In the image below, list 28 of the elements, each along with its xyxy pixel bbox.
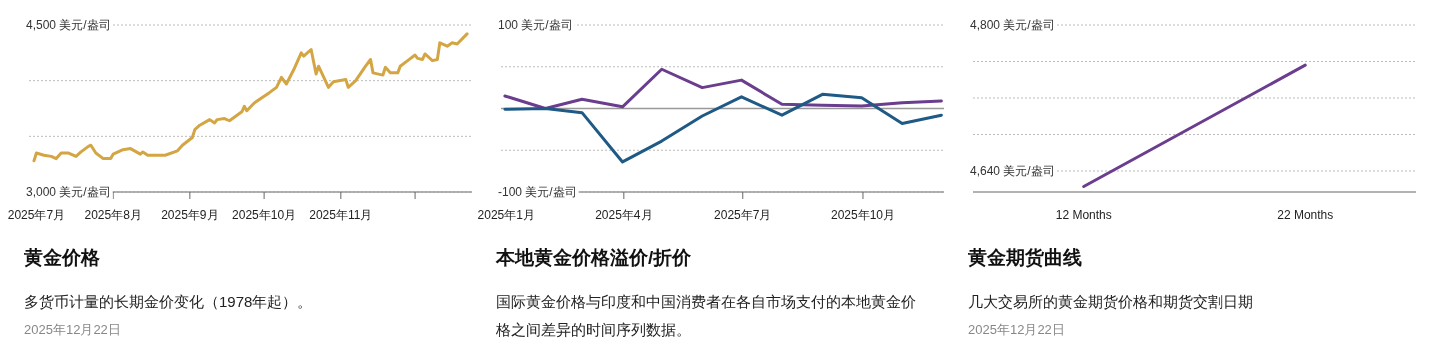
text: 黄金价格 bbox=[24, 246, 100, 270]
y-tick-label: 4,500 美元/盎司 bbox=[26, 18, 111, 32]
text: 2025年12月22日 bbox=[24, 321, 122, 339]
y-tick-label: 3,000 美元/盎司 bbox=[26, 185, 111, 199]
x-tick-label: 22 Months bbox=[1277, 208, 1334, 222]
text: 本地黄金价格溢价/折价 bbox=[496, 246, 692, 270]
line-series bbox=[503, 92, 943, 164]
x-tick-label: 2025年10月 bbox=[830, 208, 895, 222]
y-tick-label: 4,800 美元/盎司 bbox=[970, 18, 1055, 32]
x-tick-label: 2025年1月 bbox=[477, 208, 535, 222]
line-series bbox=[32, 32, 469, 163]
x-tick-label: 2025年10月 bbox=[232, 208, 297, 222]
x-tick-label: 2025年4月 bbox=[595, 208, 653, 222]
text: 黄金期货曲线 bbox=[968, 246, 1082, 270]
y-tick-label: -100 美元/盎司 bbox=[498, 185, 577, 199]
text: 几大交易所的黄金期货价格和期货交割日期 bbox=[968, 292, 1254, 312]
y-tick-label: 4,640 美元/盎司 bbox=[970, 164, 1055, 179]
text: 2025年12月22日 bbox=[968, 321, 1066, 339]
x-tick-label: 2025年7月 bbox=[7, 208, 66, 222]
x-tick-label: 2025年7月 bbox=[714, 208, 772, 222]
line-series bbox=[503, 67, 943, 110]
x-tick-label: 2025年11月 bbox=[309, 208, 373, 222]
y-tick-label: 100 美元/盎司 bbox=[498, 18, 573, 32]
text: 多货币计量的长期金价变化（1978年起）。 bbox=[24, 292, 314, 312]
text: 国际黄金价格与印度和中国消费者在各自市场支付的本地黄金价格之间差异的时间序列数据。 bbox=[496, 292, 917, 340]
x-tick-label: 2025年8月 bbox=[84, 208, 142, 222]
x-tick-label: 2025年9月 bbox=[161, 208, 219, 222]
x-tick-label: 12 Months bbox=[1055, 208, 1112, 222]
